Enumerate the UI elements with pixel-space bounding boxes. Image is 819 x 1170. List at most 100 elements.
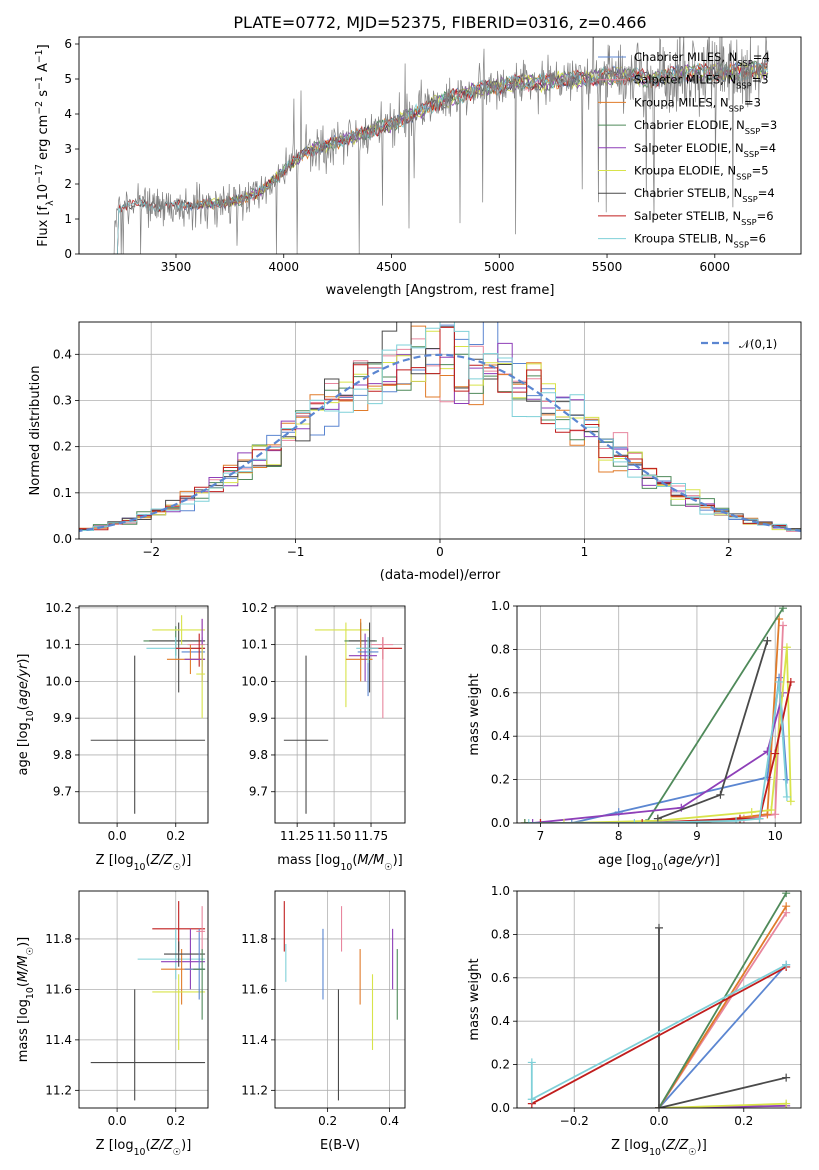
mass-weight-marker bbox=[782, 643, 791, 652]
legend-entry: Kroupa ELODIE, NSSP=5 bbox=[634, 164, 769, 182]
y-tick-label: 10.2 bbox=[45, 601, 72, 615]
mass-weight-marker bbox=[782, 891, 791, 898]
x-tick-label: 11.25 bbox=[280, 829, 314, 843]
mass-weight-marker bbox=[782, 792, 791, 801]
mass-weight-marker bbox=[524, 819, 533, 823]
y-tick-label: 0.0 bbox=[491, 816, 510, 830]
x-tick-label: 0.4 bbox=[380, 1114, 399, 1128]
mass-weight-marker bbox=[536, 819, 545, 823]
figure-title: PLATE=0772, MJD=52375, FIBERID=0316, z=0… bbox=[233, 13, 646, 32]
y-tick-label: 0.4 bbox=[491, 1014, 510, 1028]
y-axis-label: mass [log10(M/M☉)] bbox=[16, 937, 36, 1063]
legend-entry: Chabrier STELIB, NSSP=4 bbox=[634, 186, 775, 204]
x-tick-label: −2 bbox=[142, 545, 160, 559]
y-tick-label: 5 bbox=[64, 72, 72, 86]
y-tick-label: 9.9 bbox=[53, 711, 72, 725]
y-tick-label: 10.0 bbox=[241, 674, 268, 688]
mass-weight-marker bbox=[630, 819, 639, 823]
y-tick-label: 9.7 bbox=[53, 785, 72, 799]
y-tick-label: 10.1 bbox=[241, 638, 268, 652]
mass-weight-marker bbox=[763, 810, 772, 819]
y-tick-label: 9.8 bbox=[249, 748, 268, 762]
mass-weight-marker bbox=[779, 606, 788, 613]
mass-weight-vs-age-axes: 7 8 9 10 0.0 0.2 0.4 0.6 0.8 1.0 bbox=[491, 599, 802, 843]
x-tick-label: 1 bbox=[581, 545, 589, 559]
x-tick-label: 0.2 bbox=[734, 1114, 753, 1128]
y-tick-label: 9.8 bbox=[53, 748, 72, 762]
x-axis-label: mass [log10(M/M☉)] bbox=[277, 853, 403, 873]
x-tick-label: 7 bbox=[537, 829, 545, 843]
mass-weight-marker bbox=[716, 790, 725, 799]
age-vs-mass-plot-area bbox=[275, 606, 405, 823]
mass-weight-marker bbox=[771, 810, 780, 819]
x-tick-label: 5000 bbox=[484, 260, 515, 274]
mass-weight-line bbox=[658, 927, 787, 1108]
x-axis-label: Z [log10(Z/Z☉)] bbox=[611, 1138, 707, 1158]
observed-spectrum-line bbox=[113, 37, 769, 254]
mass-weight-marker bbox=[528, 819, 537, 823]
y-tick-label: 0.2 bbox=[491, 1058, 510, 1072]
y-tick-label: 11.6 bbox=[241, 982, 268, 996]
x-axis-label: wavelength [Angstrom, rest frame] bbox=[326, 283, 555, 298]
spectrum-plot-area bbox=[113, 37, 769, 254]
age-vs-Z-frame bbox=[78, 605, 209, 824]
y-axis-label: Normed distribution bbox=[28, 366, 43, 496]
y-axis-label: mass weight bbox=[467, 673, 482, 755]
age-vs-Z-axes: 0.0 0.2 9.7 9.8 9.9 10.0 10.1 10.2 bbox=[45, 601, 209, 843]
x-tick-label: 0 bbox=[436, 545, 444, 559]
legend-entry: Salpeter MILES, NSSP=3 bbox=[634, 73, 769, 91]
spectrum-frame bbox=[78, 36, 802, 255]
mass-weight-marker bbox=[655, 1104, 663, 1108]
mass-weight-marker bbox=[655, 923, 663, 932]
y-tick-label: 1.0 bbox=[491, 599, 510, 613]
mass-vs-Z-axes: 0.0 0.2 11.2 11.4 11.6 11.8 bbox=[45, 890, 209, 1128]
mass-weight-line bbox=[658, 1102, 787, 1108]
y-tick-label: 10.0 bbox=[45, 674, 72, 688]
spectrum-axes: 3500 4000 4500 5000 5500 6000 0 1 2 3 4 5 6 bbox=[64, 36, 802, 274]
mass-weight-line bbox=[571, 677, 788, 823]
mass-weight-vs-age-frame bbox=[516, 605, 802, 824]
mass-weight-vs-Z-frame bbox=[516, 890, 802, 1109]
y-tick-label: 6 bbox=[64, 37, 72, 51]
x-tick-label: 11.50 bbox=[317, 829, 351, 843]
x-tick-label: 0.0 bbox=[108, 829, 127, 843]
y-tick-label: 11.8 bbox=[45, 932, 72, 946]
mass-weight-marker bbox=[782, 1099, 791, 1108]
y-tick-label: 4 bbox=[64, 107, 72, 121]
mass-vs-EBV-axes: 0.2 0.4 11.2 11.4 11.6 11.8 bbox=[241, 890, 406, 1128]
mass-weight-marker bbox=[520, 819, 529, 823]
y-tick-label: 0.1 bbox=[53, 486, 72, 500]
mass-weight-marker bbox=[653, 814, 662, 823]
y-tick-label: 9.7 bbox=[249, 785, 268, 799]
y-tick-label: 11.6 bbox=[45, 982, 72, 996]
spectrum-legend: Chabrier MILES, NSSP=4 Salpeter MILES, NS… bbox=[598, 50, 777, 250]
legend-entry: 𝒩(0,1) bbox=[739, 337, 777, 351]
mass-weight-vs-Z-axes: −0.2 0.0 0.2 0.0 0.2 0.4 0.6 0.8 1.0 bbox=[491, 884, 802, 1128]
mass-weight-marker bbox=[782, 902, 791, 911]
age-vs-mass-frame bbox=[274, 605, 406, 824]
mass-weight-marker bbox=[747, 808, 756, 817]
mass-weight-line bbox=[658, 905, 787, 1108]
age-vs-mass-axes: 11.25 11.50 11.75 9.7 9.8 9.9 10.0 10.1 10.2 bbox=[241, 601, 406, 843]
mass-weight-marker bbox=[786, 677, 795, 686]
y-tick-label: 0 bbox=[64, 247, 72, 261]
legend-entry: Kroupa STELIB, NSSP=6 bbox=[634, 232, 766, 250]
legend-entry: Salpeter STELIB, NSSP=6 bbox=[634, 209, 774, 227]
y-tick-label: 0.8 bbox=[491, 642, 510, 656]
legend-entry: Salpeter ELODIE, NSSP=4 bbox=[634, 141, 776, 159]
age-vs-Z-plot-area bbox=[79, 606, 208, 823]
y-tick-label: 0.4 bbox=[53, 347, 72, 361]
x-tick-label: 0.2 bbox=[166, 1114, 185, 1128]
x-tick-label: 8 bbox=[615, 829, 623, 843]
x-axis-label: E(B-V) bbox=[320, 1138, 360, 1153]
mass-weight-marker bbox=[527, 1095, 536, 1104]
x-tick-label: 4000 bbox=[268, 260, 299, 274]
mass-weight-marker bbox=[527, 1058, 536, 1067]
mass-vs-EBV-plot-area bbox=[275, 891, 405, 1108]
mass-weight-line bbox=[531, 966, 787, 1105]
mass-weight-marker bbox=[779, 621, 788, 630]
y-tick-label: 0.4 bbox=[491, 729, 510, 743]
y-tick-label: 11.8 bbox=[241, 932, 268, 946]
y-tick-label: 2 bbox=[64, 177, 72, 191]
